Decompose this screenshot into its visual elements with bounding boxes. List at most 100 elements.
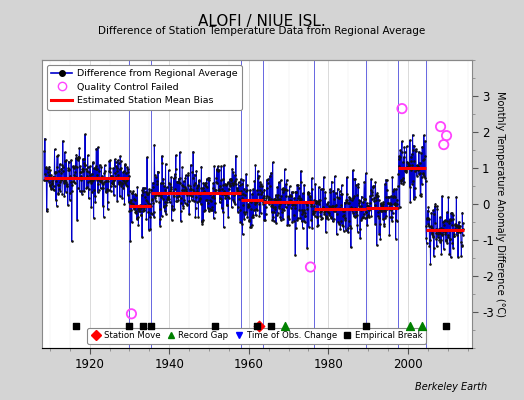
Point <box>313 223 322 229</box>
Point <box>425 243 434 249</box>
Point <box>59 164 67 171</box>
Point <box>110 177 118 184</box>
Point <box>378 202 387 209</box>
Point <box>220 188 228 194</box>
Point <box>308 186 316 192</box>
Point <box>126 188 134 194</box>
Point <box>174 196 182 203</box>
Point <box>387 207 395 214</box>
Point <box>377 201 385 207</box>
Point <box>303 202 312 209</box>
Point <box>434 228 443 234</box>
Point <box>290 218 298 224</box>
Point <box>319 204 328 210</box>
Point <box>321 189 330 195</box>
Point <box>99 181 107 188</box>
Point <box>182 192 191 199</box>
Point <box>182 186 191 192</box>
Point <box>224 186 233 192</box>
Point <box>407 154 415 160</box>
Point <box>420 132 428 138</box>
Point <box>375 230 383 237</box>
Point <box>162 202 170 208</box>
Point <box>449 212 457 218</box>
Point <box>414 163 422 169</box>
Point <box>251 198 259 205</box>
Point <box>236 218 244 225</box>
Point <box>325 210 334 217</box>
Point <box>440 141 448 148</box>
Point <box>362 322 370 329</box>
Point <box>451 221 460 228</box>
Point <box>62 179 71 185</box>
Point <box>372 192 380 198</box>
Point <box>213 167 221 173</box>
Point <box>286 196 294 203</box>
Point <box>316 213 324 219</box>
Point <box>228 182 237 188</box>
Point <box>262 195 270 201</box>
Point <box>147 322 156 329</box>
Point <box>171 166 180 172</box>
Point <box>96 185 105 192</box>
Point <box>147 203 155 210</box>
Point <box>253 187 261 194</box>
Point <box>103 187 111 194</box>
Point <box>260 198 269 204</box>
Point <box>160 183 168 190</box>
Point <box>244 202 253 209</box>
Point <box>91 193 99 199</box>
Legend: Station Move, Record Gap, Time of Obs. Change, Empirical Break: Station Move, Record Gap, Time of Obs. C… <box>88 328 426 344</box>
Point <box>451 222 459 228</box>
Point <box>305 198 313 205</box>
Point <box>67 157 75 163</box>
Point <box>367 213 376 220</box>
Point <box>437 237 445 243</box>
Point <box>86 177 95 183</box>
Point <box>351 214 359 220</box>
Point <box>322 215 330 221</box>
Point <box>248 214 257 220</box>
Point <box>444 194 453 200</box>
Point <box>364 202 372 209</box>
Point <box>204 208 213 214</box>
Point <box>297 196 305 203</box>
Point <box>82 184 91 191</box>
Point <box>352 208 360 215</box>
Point <box>443 209 451 216</box>
Point <box>220 162 228 169</box>
Point <box>351 176 359 182</box>
Point <box>138 187 147 194</box>
Point <box>111 158 119 165</box>
Point <box>221 180 229 187</box>
Point <box>254 191 263 198</box>
Point <box>124 166 133 172</box>
Point <box>413 167 422 173</box>
Point <box>332 190 340 196</box>
Point <box>315 197 324 203</box>
Point <box>270 196 278 202</box>
Point <box>87 204 95 210</box>
Point <box>260 186 269 193</box>
Point <box>406 198 414 205</box>
Point <box>434 230 442 237</box>
Point <box>243 186 252 193</box>
Point <box>374 209 383 215</box>
Point <box>353 229 362 235</box>
Point <box>398 176 407 183</box>
Point <box>440 218 448 224</box>
Point <box>248 214 257 220</box>
Point <box>220 224 228 230</box>
Point <box>231 172 239 178</box>
Point <box>58 190 67 197</box>
Point <box>396 147 405 154</box>
Point <box>160 202 168 209</box>
Point <box>66 166 74 173</box>
Point <box>296 195 304 201</box>
Point <box>392 218 401 224</box>
Point <box>144 200 152 206</box>
Point <box>239 202 248 208</box>
Point <box>242 171 250 177</box>
Point <box>422 240 431 246</box>
Point <box>274 210 282 216</box>
